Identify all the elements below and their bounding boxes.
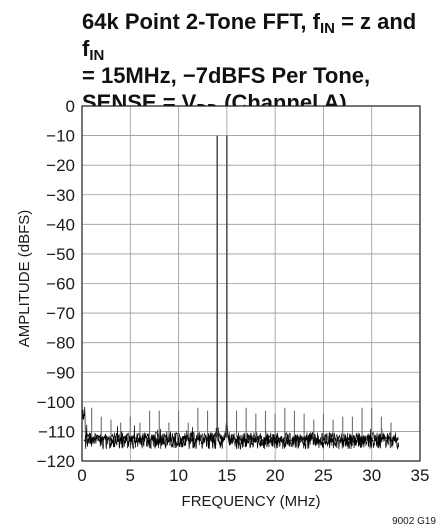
x-tick-label: 15 [217,466,236,485]
x-tick-label: 5 [126,466,135,485]
y-tick-label: 0 [66,97,75,116]
y-tick-label: −10 [46,127,75,146]
title-line-1: 64k Point 2-Tone FFT, fIN = z and fIN [82,9,417,64]
x-tick-label: 30 [362,466,381,485]
y-tick-label: −120 [37,452,75,471]
noise-floor [81,406,400,451]
y-tick-label: −40 [46,215,75,234]
y-tick-labels: 0 −10 −20 −30 −40 −50 −60 −70 −80 −90 −100 −110 −120 [37,97,75,471]
x-tick-label: 10 [169,466,188,485]
tone-series [216,135,228,438]
x-tick-label: 35 [411,466,430,485]
x-tick-label: 25 [314,466,333,485]
title-line-2: = 15MHz, −7dBFS Per Tone, [82,63,371,88]
spur-series [81,401,392,438]
x-tick-label: 0 [77,466,86,485]
y-tick-label: −20 [46,156,75,175]
plot-frame [81,105,421,462]
noise-trace [81,406,400,451]
noise-trace-dense [83,431,399,444]
x-tick-labels: 0 5 10 15 20 25 30 35 [77,466,429,485]
y-tick-label: −90 [46,363,75,382]
y-tick-label: −50 [46,245,75,264]
y-axis-label: AMPLITUDE (dBFS) [16,210,33,348]
y-tick-label: −30 [46,186,75,205]
y-tick-label: −110 [38,422,75,441]
y-tick-label: −100 [37,393,75,412]
figure-code: 9002 G19 [392,516,436,527]
y-tick-label: −60 [46,275,75,294]
x-axis-label: FREQUENCY (MHz) [182,493,321,510]
y-tick-label: −70 [46,304,75,323]
y-tick-label: −80 [46,334,75,353]
x-tick-label: 20 [266,466,285,485]
